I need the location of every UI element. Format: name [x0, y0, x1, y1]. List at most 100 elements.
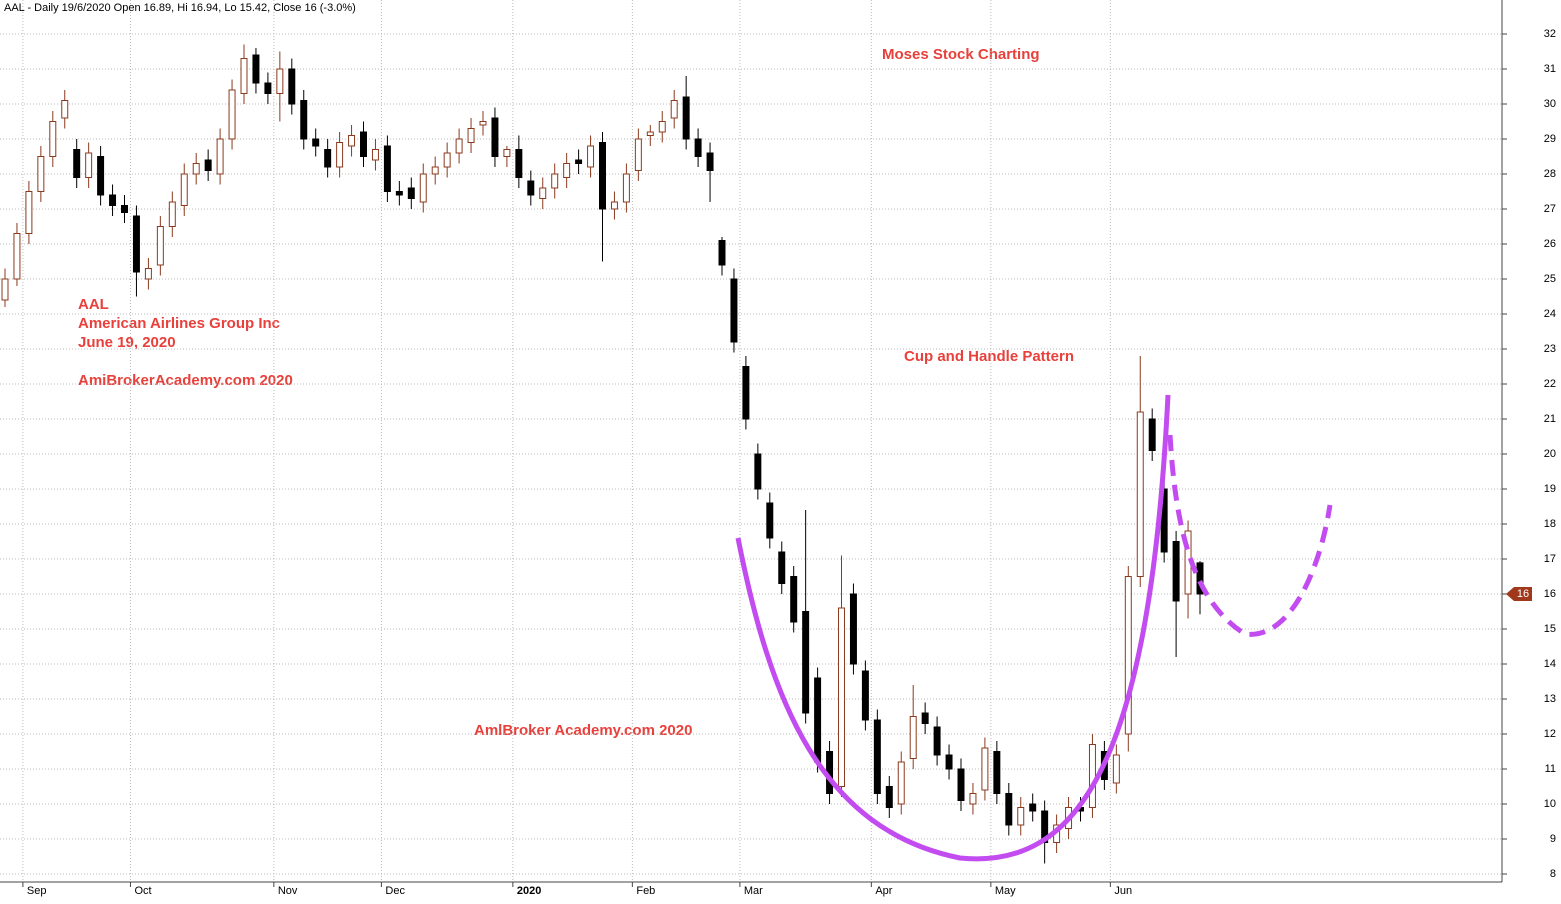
x-tick-label: Nov [278, 885, 298, 897]
candle-body [634, 138, 642, 171]
candle-body [814, 677, 822, 763]
annotation: June 19, 2020 [78, 334, 176, 351]
candle-body [1017, 807, 1025, 826]
annotation: Cup and Handle Pattern [904, 348, 1074, 365]
y-tick-label: 19 [1544, 483, 1556, 495]
candle-body [276, 68, 284, 94]
candle-body [754, 453, 762, 490]
candle-body [1124, 576, 1132, 735]
candle-body [551, 173, 559, 189]
candle-body [491, 117, 499, 157]
y-tick-label: 28 [1544, 168, 1556, 180]
candle-body [610, 201, 618, 210]
candle-body [957, 768, 965, 801]
candle-body [360, 131, 367, 157]
y-tick-label: 13 [1544, 693, 1556, 705]
candle-body [873, 719, 881, 794]
candle-body [407, 187, 415, 199]
candle-body [49, 121, 57, 157]
candle-body [1088, 744, 1096, 808]
candle-body [981, 747, 989, 791]
price-tag [1506, 587, 1532, 601]
x-tick-label: Jun [1114, 885, 1132, 897]
x-tick-label: Apr [875, 885, 892, 897]
candle-body [216, 138, 224, 175]
y-tick-label: 21 [1544, 413, 1556, 425]
candle-body [849, 593, 857, 665]
candle-body [336, 142, 344, 168]
candle-body [383, 145, 391, 192]
candle-body [156, 226, 164, 266]
y-tick-label: 11 [1545, 763, 1556, 775]
candle-body [121, 205, 128, 213]
candle-body [933, 726, 941, 756]
candle-body [204, 159, 212, 171]
y-tick-label: 16 [1544, 588, 1556, 600]
candle-body [1029, 803, 1037, 812]
y-tick-label: 15 [1544, 623, 1556, 635]
candle-body [180, 173, 188, 206]
y-tick-label: 14 [1544, 658, 1556, 670]
candle-body [144, 268, 152, 280]
candle-body [443, 152, 451, 168]
x-tick-label: Sep [27, 885, 47, 897]
annotation: AAL [78, 296, 109, 313]
candle-body [264, 82, 272, 94]
candle-body [61, 100, 69, 119]
price-tag-label: 16 [1517, 588, 1529, 600]
candle-body [515, 149, 523, 178]
candle-body [25, 191, 33, 234]
candle-body [1112, 754, 1120, 784]
candle-body [85, 152, 93, 178]
candle-body [228, 89, 236, 140]
y-tick-label: 30 [1544, 98, 1556, 110]
candle-body [838, 607, 845, 787]
annotation: AmiBrokerAcademy.com 2020 [78, 372, 293, 389]
candle-body [192, 163, 200, 175]
candle-body [240, 58, 248, 94]
candle-body [658, 121, 666, 133]
candle-body [419, 173, 427, 203]
candle-body [1041, 810, 1049, 843]
x-tick-label: Feb [636, 885, 655, 897]
candle-body [348, 135, 356, 147]
candle-body [861, 670, 869, 721]
candle-body [503, 149, 511, 157]
candle-body [778, 551, 786, 584]
y-tick-label: 32 [1544, 28, 1556, 40]
candle-body [885, 786, 893, 808]
candle-body [897, 761, 905, 805]
candle-body [467, 128, 475, 143]
candle-body [694, 138, 702, 157]
candle-body [479, 121, 487, 126]
annotation: American Airlines Group Inc [78, 315, 280, 332]
candle-body [646, 131, 654, 136]
candle-body [766, 502, 774, 539]
candle-body [527, 180, 535, 196]
y-tick-label: 25 [1544, 273, 1556, 285]
candle-body [993, 751, 1001, 794]
y-tick-label: 22 [1544, 378, 1556, 390]
candle-body [921, 712, 929, 724]
y-tick-label: 20 [1544, 448, 1556, 460]
y-tick-label: 12 [1544, 728, 1556, 740]
y-tick-label: 9 [1550, 833, 1556, 845]
y-tick-label: 31 [1544, 63, 1556, 75]
candle-body [563, 163, 571, 178]
annotation: Moses Stock Charting [882, 46, 1040, 63]
candle-body [324, 149, 332, 168]
candle-body [109, 194, 117, 206]
y-tick-label: 17 [1544, 553, 1556, 565]
chart-title: AAL - Daily 19/6/2020 Open 16.89, Hi 16.… [4, 2, 356, 14]
y-tick-label: 23 [1544, 343, 1556, 355]
candle-body [1172, 541, 1180, 602]
candle-body [1136, 411, 1144, 577]
candle-body [622, 173, 630, 203]
candle-body [790, 576, 798, 623]
x-tick-label: Mar [744, 885, 763, 897]
candle-body [1005, 793, 1013, 826]
y-tick-label: 18 [1544, 518, 1556, 530]
